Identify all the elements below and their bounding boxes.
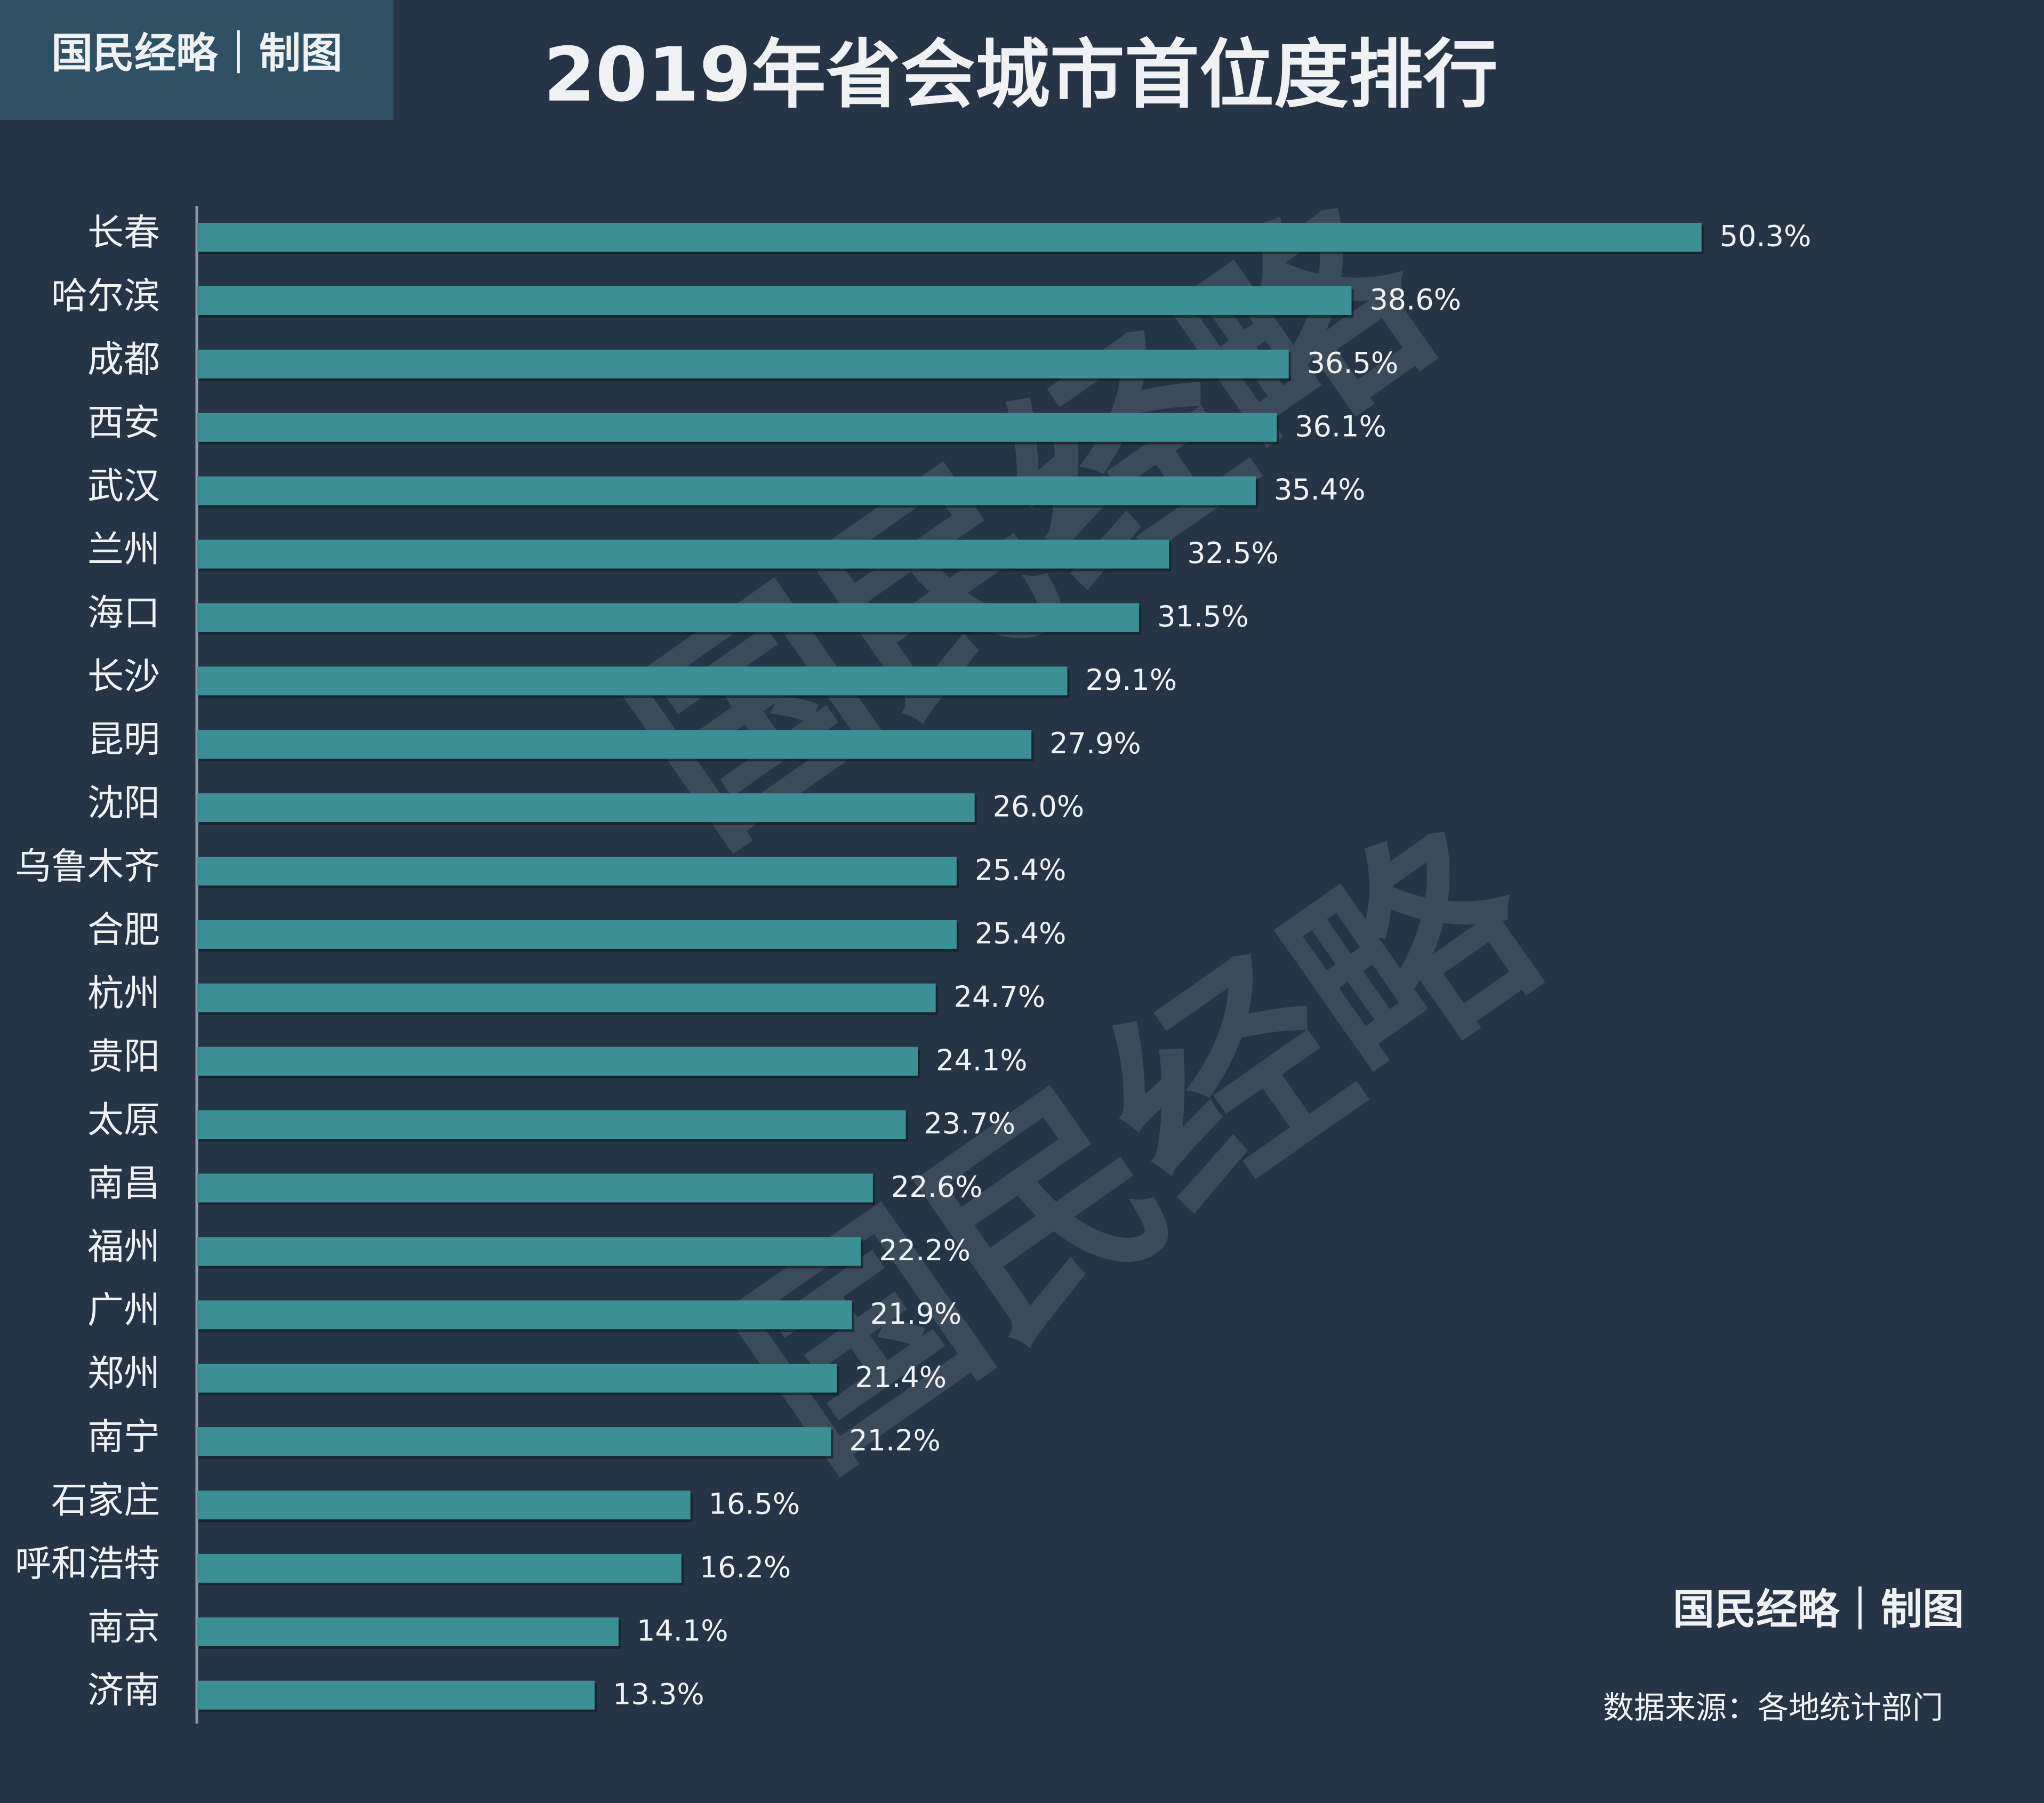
category-label: 南宁	[87, 1416, 160, 1459]
bar	[197, 1364, 837, 1393]
value-label: 24.1%	[936, 1043, 1028, 1077]
value-label: 21.4%	[855, 1361, 947, 1394]
value-label: 38.6%	[1369, 283, 1461, 317]
value-label: 16.5%	[709, 1487, 800, 1521]
value-label: 21.2%	[849, 1424, 941, 1458]
value-label: 16.2%	[700, 1551, 791, 1584]
bar	[197, 1491, 691, 1519]
bar	[197, 1047, 918, 1076]
bar	[197, 1110, 906, 1139]
category-label: 成都	[87, 339, 160, 381]
brand-badge	[0, 0, 394, 120]
bar	[197, 857, 957, 886]
value-label: 22.6%	[891, 1170, 983, 1204]
bar	[197, 540, 1169, 569]
value-label: 14.1%	[637, 1614, 728, 1647]
category-label: 乌鲁木齐	[15, 846, 160, 888]
value-label: 29.1%	[1086, 663, 1177, 697]
category-label: 呼和浩特	[15, 1543, 160, 1585]
bar	[197, 286, 1352, 315]
value-label: 25.4%	[975, 917, 1067, 951]
value-label: 35.4%	[1274, 473, 1366, 506]
category-label: 长沙	[87, 656, 160, 698]
bar	[197, 1237, 861, 1266]
category-label: 沈阳	[87, 783, 160, 825]
value-label: 23.7%	[924, 1107, 1016, 1140]
bar	[197, 1617, 619, 1646]
category-label: 太原	[87, 1099, 160, 1141]
bar	[197, 793, 975, 823]
value-label: 24.7%	[954, 980, 1046, 1013]
value-label: 36.5%	[1307, 346, 1399, 380]
bar	[197, 1680, 595, 1710]
bar	[197, 1554, 682, 1583]
category-label: 西安	[87, 402, 160, 444]
category-label: 昆明	[87, 719, 160, 761]
value-label: 50.3%	[1720, 220, 1811, 253]
bar	[197, 349, 1289, 379]
category-label: 广州	[87, 1290, 160, 1332]
bar	[197, 666, 1068, 696]
bar	[197, 1173, 873, 1203]
category-label: 济南	[87, 1670, 160, 1712]
source-note: 数据来源：各地统计部门	[1603, 1689, 1943, 1726]
category-label: 哈尔滨	[51, 275, 160, 317]
bar	[197, 983, 936, 1012]
value-label: 27.9%	[1049, 727, 1141, 760]
category-label: 长春	[87, 212, 160, 254]
category-label: 南昌	[87, 1163, 160, 1205]
category-label: 福州	[87, 1226, 160, 1268]
bar	[197, 223, 1702, 252]
category-label: 杭州	[87, 972, 160, 1015]
value-label: 21.9%	[870, 1297, 962, 1331]
bar	[197, 476, 1256, 505]
value-label: 22.2%	[879, 1234, 971, 1267]
category-label: 贵阳	[87, 1036, 160, 1078]
bar	[197, 1300, 852, 1330]
category-label: 石家庄	[51, 1480, 160, 1522]
bar	[197, 920, 957, 949]
value-label: 31.5%	[1157, 600, 1249, 633]
value-label: 32.5%	[1187, 536, 1279, 570]
value-label: 25.4%	[975, 854, 1067, 887]
category-label: 海口	[87, 592, 160, 634]
value-label: 13.3%	[613, 1677, 704, 1711]
bar	[197, 413, 1277, 442]
bar	[197, 603, 1140, 632]
bar	[197, 730, 1032, 759]
category-label: 武汉	[87, 465, 160, 508]
value-label: 26.0%	[993, 790, 1085, 824]
brand-badge-text: 国民经略｜制图	[51, 29, 342, 77]
category-label: 南京	[87, 1606, 160, 1648]
value-label: 36.1%	[1295, 409, 1386, 443]
chart-title: 2019年省会城市首位度排行	[543, 32, 1498, 119]
category-label: 兰州	[87, 529, 160, 571]
category-label: 合肥	[87, 909, 160, 951]
bar	[197, 1427, 831, 1456]
category-label: 郑州	[87, 1353, 160, 1395]
brand-footer: 国民经略｜制图	[1673, 1585, 1964, 1633]
